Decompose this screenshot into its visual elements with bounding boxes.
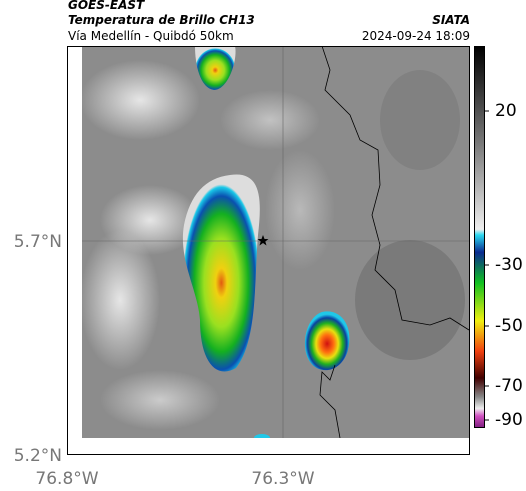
location: Vía Medellín - Quibdó 50km bbox=[68, 29, 234, 43]
colorbar-label: -90 bbox=[495, 410, 523, 430]
map-frame bbox=[67, 46, 470, 455]
colorbar-label: 20 bbox=[495, 101, 517, 121]
lon-label: 76.3°W bbox=[251, 469, 314, 489]
datetime: 2024-09-24 18:09 bbox=[362, 29, 470, 43]
product: Temperatura de Brillo CH13 bbox=[68, 13, 255, 27]
satellite: GOES-EAST bbox=[68, 0, 145, 12]
colorbar-label: -30 bbox=[495, 255, 523, 275]
source: SIATA bbox=[432, 13, 470, 27]
satellite-image bbox=[82, 46, 469, 438]
lon-label: 76.8°W bbox=[35, 469, 98, 489]
colorbar-label: -50 bbox=[495, 316, 523, 336]
lat-label: 5.7°N bbox=[14, 232, 62, 252]
colorbar bbox=[474, 46, 485, 428]
colorbar-ticks: 20 -30 -50 -70 -90 bbox=[484, 101, 523, 430]
colorbar-label: -70 bbox=[495, 376, 523, 396]
lat-label: 5.2°N bbox=[14, 446, 62, 466]
